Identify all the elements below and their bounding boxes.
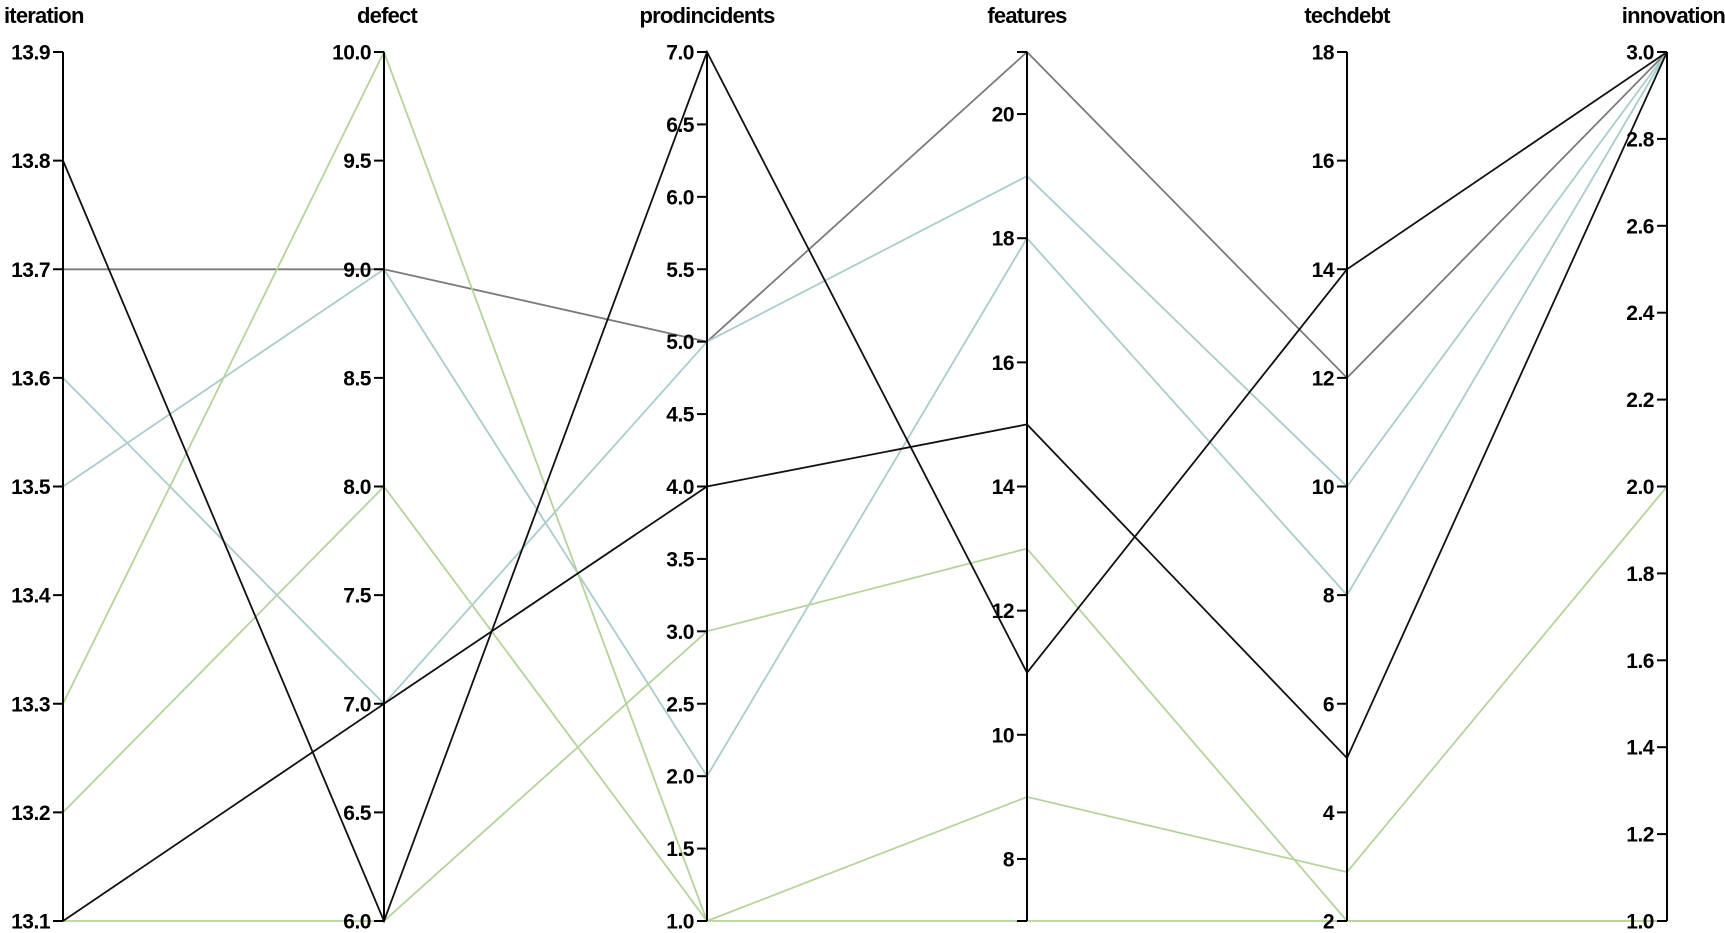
tick-label-prodincidents-2: 2.0 — [666, 766, 694, 789]
axis-features: 8 10 12 14 16 18 20 features — [987, 3, 1068, 922]
tick-label-prodincidents-3-5: 3.5 — [666, 548, 695, 571]
tick-label-innovation-3: 3.0 — [1626, 42, 1654, 65]
axis-title-iteration: iteration — [4, 3, 84, 28]
axis-techdebt: 2 4 6 8 10 12 14 16 18 techdebt — [1304, 3, 1392, 933]
tick-label-defect-9: 9.0 — [343, 259, 371, 282]
tick-label-innovation-2-6: 2.6 — [1626, 215, 1654, 238]
axis-title-features: features — [987, 3, 1067, 28]
axis-title-techdebt: techdebt — [1304, 3, 1391, 28]
tick-label-features-8: 8 — [1003, 848, 1015, 871]
record-line-7 — [62, 51, 1668, 922]
tick-label-innovation-2-8: 2.8 — [1626, 128, 1655, 151]
tick-label-iteration-13-6: 13.6 — [11, 367, 50, 390]
record-line-5 — [62, 49, 1667, 922]
tick-label-innovation-1-8: 1.8 — [1626, 563, 1655, 586]
axis-innovation: 1.0 1.2 1.4 1.6 1.8 2.0 2.2 2.4 2.6 2.8 3.0 innovat… — [1622, 3, 1725, 933]
axis-title-prodincidents: prodincidents — [639, 3, 775, 28]
tick-label-innovation-2-4: 2.4 — [1626, 302, 1655, 325]
tick-label-prodincidents-5-5: 5.5 — [666, 259, 695, 282]
tick-label-techdebt-16: 16 — [1312, 150, 1334, 173]
tick-label-defect-7-5: 7.5 — [343, 585, 372, 608]
tick-label-defect-8: 8.0 — [343, 476, 371, 499]
record-line-1 — [62, 49, 1668, 924]
tick-label-defect-8-5: 8.5 — [343, 367, 372, 390]
tick-label-features-16: 16 — [992, 352, 1014, 375]
record-line-8 — [63, 547, 1667, 922]
tick-label-prodincidents-1-5: 1.5 — [666, 838, 695, 861]
tick-label-defect-10: 10.0 — [332, 42, 371, 65]
tick-label-defect-6-5: 6.5 — [343, 802, 372, 825]
tick-label-iteration-13-4: 13.4 — [11, 585, 51, 608]
axes: 13.1 13.2 13.3 13.4 13.5 13.6 13.7 13.8 13.9 iter… — [4, 3, 1725, 933]
tick-label-iteration-13-8: 13.8 — [11, 150, 51, 173]
axis-title-innovation: innovation — [1622, 3, 1725, 28]
axis-title-defect: defect — [357, 3, 418, 28]
tick-label-techdebt-6: 6 — [1323, 693, 1334, 716]
tick-label-prodincidents-6: 6.0 — [666, 186, 694, 209]
tick-label-features-10: 10 — [992, 724, 1014, 747]
tick-label-innovation-1-2: 1.2 — [1626, 824, 1654, 847]
series-lines — [62, 49, 1668, 924]
tick-label-techdebt-4: 4 — [1323, 802, 1335, 825]
tick-label-prodincidents-6-5: 6.5 — [666, 114, 695, 137]
tick-label-iteration-13-7: 13.7 — [11, 259, 50, 282]
axis-defect: 6.0 6.5 7.0 7.5 8.0 8.5 9.0 9.5 10.0 defect — [332, 3, 419, 933]
tick-label-innovation-1-4: 1.4 — [1626, 737, 1655, 760]
tick-label-innovation-2-2: 2.2 — [1626, 389, 1654, 412]
tick-label-prodincidents-4: 4.0 — [666, 476, 694, 499]
tick-label-iteration-13-1: 13.1 — [11, 911, 51, 933]
tick-label-prodincidents-5: 5.0 — [666, 331, 694, 354]
tick-label-techdebt-2: 2 — [1323, 911, 1334, 933]
tick-label-iteration-13-3: 13.3 — [11, 693, 50, 716]
tick-label-features-18: 18 — [992, 228, 1015, 251]
tick-label-prodincidents-7: 7.0 — [666, 42, 694, 65]
tick-label-features-14: 14 — [992, 476, 1015, 499]
tick-label-prodincidents-4-5: 4.5 — [666, 404, 695, 427]
tick-label-iteration-13-2: 13.2 — [11, 802, 50, 825]
record-line-3 — [62, 51, 1668, 706]
tick-label-defect-9-5: 9.5 — [343, 150, 372, 173]
tick-label-prodincidents-3: 3.0 — [666, 621, 694, 644]
tick-label-techdebt-12: 12 — [1312, 367, 1334, 390]
tick-label-iteration-13-5: 13.5 — [11, 476, 51, 499]
tick-label-innovation-2: 2.0 — [1626, 476, 1654, 499]
tick-label-features-20: 20 — [992, 104, 1014, 127]
tick-label-iteration-13-9: 13.9 — [11, 42, 50, 65]
axis-iteration: 13.1 13.2 13.3 13.4 13.5 13.6 13.7 13.8 13.9 iter… — [4, 3, 85, 933]
tick-label-innovation-1: 1.0 — [1626, 911, 1654, 933]
axis-prodincidents: 1.0 1.5 2.0 2.5 3.0 3.5 4.0 4.5 5.0 5.5 6.0 6.5 7.0 p… — [639, 3, 775, 933]
tick-label-techdebt-8: 8 — [1323, 585, 1335, 608]
record-line-2 — [63, 50, 1668, 380]
tick-label-techdebt-10: 10 — [1312, 476, 1334, 499]
tick-label-techdebt-18: 18 — [1312, 42, 1335, 65]
record-line-4 — [62, 51, 1668, 778]
tick-label-prodincidents-1: 1.0 — [666, 911, 694, 933]
tick-label-defect-7: 7.0 — [343, 693, 371, 716]
tick-label-defect-6: 6.0 — [343, 911, 371, 933]
tick-label-innovation-1-6: 1.6 — [1626, 650, 1654, 673]
tick-label-features-12: 12 — [992, 600, 1014, 623]
record-line-6 — [62, 485, 1668, 923]
tick-label-techdebt-14: 14 — [1312, 259, 1335, 282]
tick-label-prodincidents-2-5: 2.5 — [666, 693, 695, 716]
